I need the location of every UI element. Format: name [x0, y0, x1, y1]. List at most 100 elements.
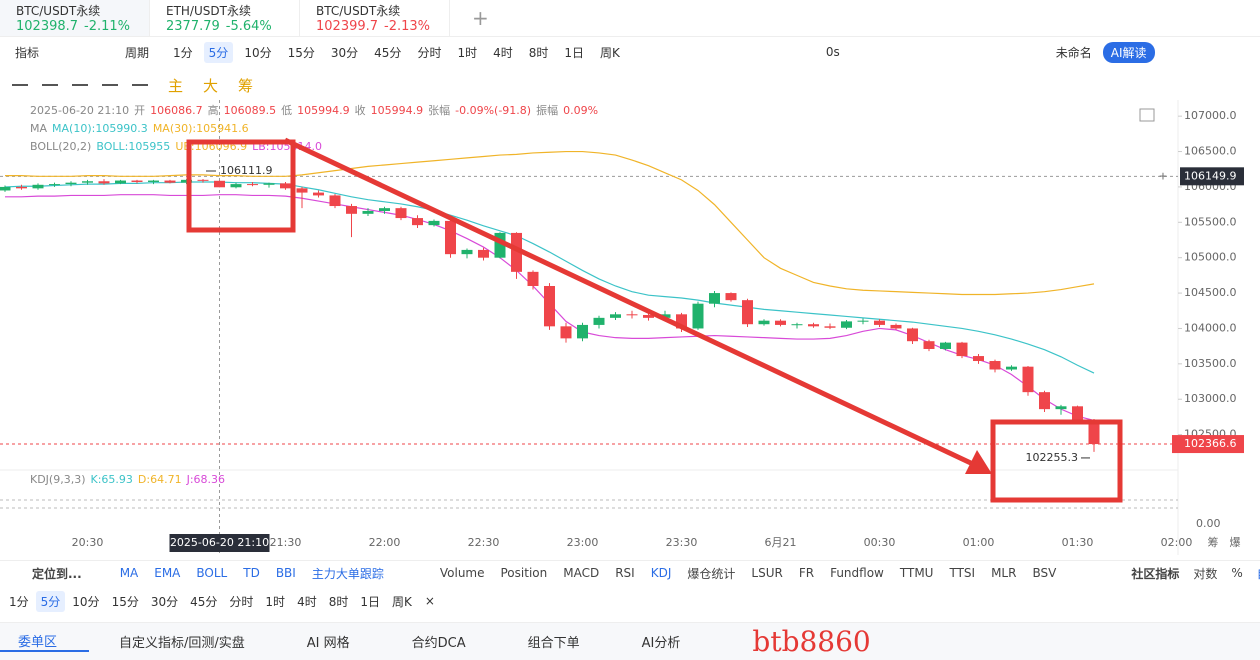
- right-option[interactable]: 对数: [1193, 566, 1218, 581]
- ai-button[interactable]: AI解读: [1102, 41, 1155, 63]
- tool-text[interactable]: 大: [203, 76, 219, 95]
- draw-icon[interactable]: [42, 84, 58, 86]
- period-option[interactable]: 周K: [391, 594, 412, 609]
- x-tick-label: 22:00: [369, 536, 401, 549]
- info-item: 高: [208, 103, 219, 117]
- period-option[interactable]: 1日: [360, 594, 380, 609]
- y-tick-label: 105000.0: [1184, 251, 1237, 264]
- locate[interactable]: 定位到...: [32, 566, 82, 581]
- candle-body: [214, 180, 225, 188]
- sub-indicator[interactable]: LSUR: [751, 566, 783, 580]
- sub-indicator[interactable]: 爆仓统计: [687, 566, 736, 581]
- y-tick-label: 106500.0: [1184, 145, 1237, 158]
- info-item: 106089.5: [224, 104, 277, 117]
- period-option[interactable]: 10分: [72, 594, 100, 609]
- x-tick-label: 01:30: [1062, 536, 1094, 549]
- right-option[interactable]: 自动: [1252, 565, 1260, 582]
- period-option[interactable]: 1时: [265, 594, 286, 609]
- sub-indicator[interactable]: TTSI: [949, 566, 976, 580]
- sub-indicator[interactable]: TTMU: [899, 566, 934, 580]
- info-item: 2025-06-20 21:10: [30, 104, 129, 117]
- draw-icon[interactable]: [102, 84, 118, 86]
- period-button[interactable]: 周期: [125, 45, 150, 60]
- sub-indicator[interactable]: KDJ: [650, 566, 672, 580]
- draw-icon[interactable]: [132, 84, 148, 86]
- tool-text[interactable]: 筹: [238, 76, 254, 95]
- info-item: 0.09%: [563, 104, 598, 117]
- tab-change: -5.64%: [225, 19, 272, 34]
- indicator-button[interactable]: 指标: [15, 45, 40, 60]
- right-option[interactable]: %: [1231, 566, 1243, 580]
- annotation-box: [186, 139, 296, 233]
- candle-body: [560, 326, 572, 339]
- main-indicator[interactable]: BOLL: [196, 566, 228, 580]
- period-option[interactable]: 4时: [297, 594, 317, 609]
- sub-indicator[interactable]: FR: [798, 566, 815, 580]
- sub-indicator[interactable]: Fundflow: [830, 566, 884, 580]
- period-option[interactable]: 8时: [328, 594, 349, 609]
- period-option[interactable]: 30分: [150, 594, 179, 609]
- period-option[interactable]: 分时: [417, 45, 442, 60]
- period-option[interactable]: 30分: [330, 45, 359, 60]
- period-option[interactable]: 分时: [229, 594, 254, 609]
- candle-body: [709, 293, 720, 304]
- bottom-tab[interactable]: AI 网格: [306, 636, 350, 651]
- layout-name[interactable]: 未命名: [1055, 45, 1092, 60]
- sub-indicator[interactable]: RSI: [615, 566, 635, 580]
- info-item: D:64.71: [138, 473, 182, 486]
- candle-body: [197, 179, 209, 181]
- draw-icon[interactable]: [12, 84, 28, 86]
- y-tick-label: 105500.0: [1184, 215, 1237, 228]
- sub-indicator[interactable]: BSV: [1032, 566, 1057, 580]
- period-option[interactable]: 45分: [374, 45, 402, 60]
- annotation-box: [990, 419, 1123, 503]
- sub-indicator[interactable]: Position: [500, 566, 548, 580]
- tab[interactable]: ETH/USDT永续 2377.79 -5.64%: [150, 0, 300, 36]
- main-indicator[interactable]: BBI: [275, 566, 296, 580]
- sub-indicator[interactable]: MACD: [563, 566, 600, 580]
- period-option[interactable]: 45分: [190, 594, 218, 609]
- period-option[interactable]: 1分: [9, 594, 29, 609]
- period-option[interactable]: 15分: [111, 594, 139, 609]
- bottom-tab[interactable]: AI分析: [641, 636, 681, 651]
- tab[interactable]: BTC/USDT永续 102398.7 -2.11%: [0, 0, 150, 36]
- info-line: 2025-06-20 21:10 开 106086.7 高 106089.5 低 10599…: [30, 103, 598, 117]
- bottom-tab[interactable]: 委单区: [0, 631, 90, 652]
- period-option[interactable]: 4时: [493, 45, 513, 60]
- tab[interactable]: BTC/USDT永续 102399.7 -2.13%: [300, 0, 450, 36]
- period-option[interactable]: 10分: [244, 45, 272, 60]
- bottom-tab[interactable]: 自定义指标/回测/实盘: [119, 636, 245, 651]
- bottom-tab[interactable]: 组合下单: [527, 636, 580, 651]
- sub-indicator[interactable]: Volume: [439, 566, 485, 580]
- candle-body: [131, 180, 143, 182]
- period-option[interactable]: 5分: [35, 590, 66, 612]
- main-indicator[interactable]: EMA: [154, 566, 181, 580]
- main-indicator[interactable]: TD: [243, 566, 260, 580]
- candle-body: [742, 300, 753, 325]
- tool-text[interactable]: 主: [168, 76, 184, 95]
- period-option[interactable]: 15分: [287, 45, 315, 60]
- toolbar: 指标 周期 1分 5分 10分 15分 30分 45分 分时 1时 4时 8时 1日 周K 0s 未命名 AI解…: [0, 40, 1260, 64]
- period-option[interactable]: 1时: [457, 45, 478, 60]
- x-tick-label: 22:30: [468, 536, 500, 549]
- period-option[interactable]: 1分: [173, 45, 193, 60]
- candle-body: [610, 314, 621, 318]
- y-tick-label: 107000.0: [1184, 109, 1237, 122]
- bottom-tab[interactable]: 合约DCA: [411, 636, 466, 651]
- right-option[interactable]: 社区指标: [1131, 566, 1180, 581]
- sub-indicator[interactable]: MLR: [991, 566, 1017, 580]
- period-option[interactable]: 5分: [203, 41, 234, 63]
- tab-price: 2377.79: [166, 19, 220, 34]
- draw-icon[interactable]: [72, 84, 88, 86]
- info-item: -0.09%(-91.8): [455, 104, 531, 117]
- period-option[interactable]: 周K: [600, 45, 620, 60]
- main-indicator[interactable]: MA: [119, 566, 139, 580]
- main-indicator[interactable]: 主力大单跟踪: [311, 566, 384, 581]
- close-periods[interactable]: ×: [424, 594, 435, 608]
- timer[interactable]: 0s: [825, 45, 840, 59]
- period-option[interactable]: 1日: [564, 45, 585, 60]
- candle-body: [164, 180, 176, 183]
- add-tab[interactable]: +: [472, 6, 489, 30]
- period-option[interactable]: 8时: [528, 45, 549, 60]
